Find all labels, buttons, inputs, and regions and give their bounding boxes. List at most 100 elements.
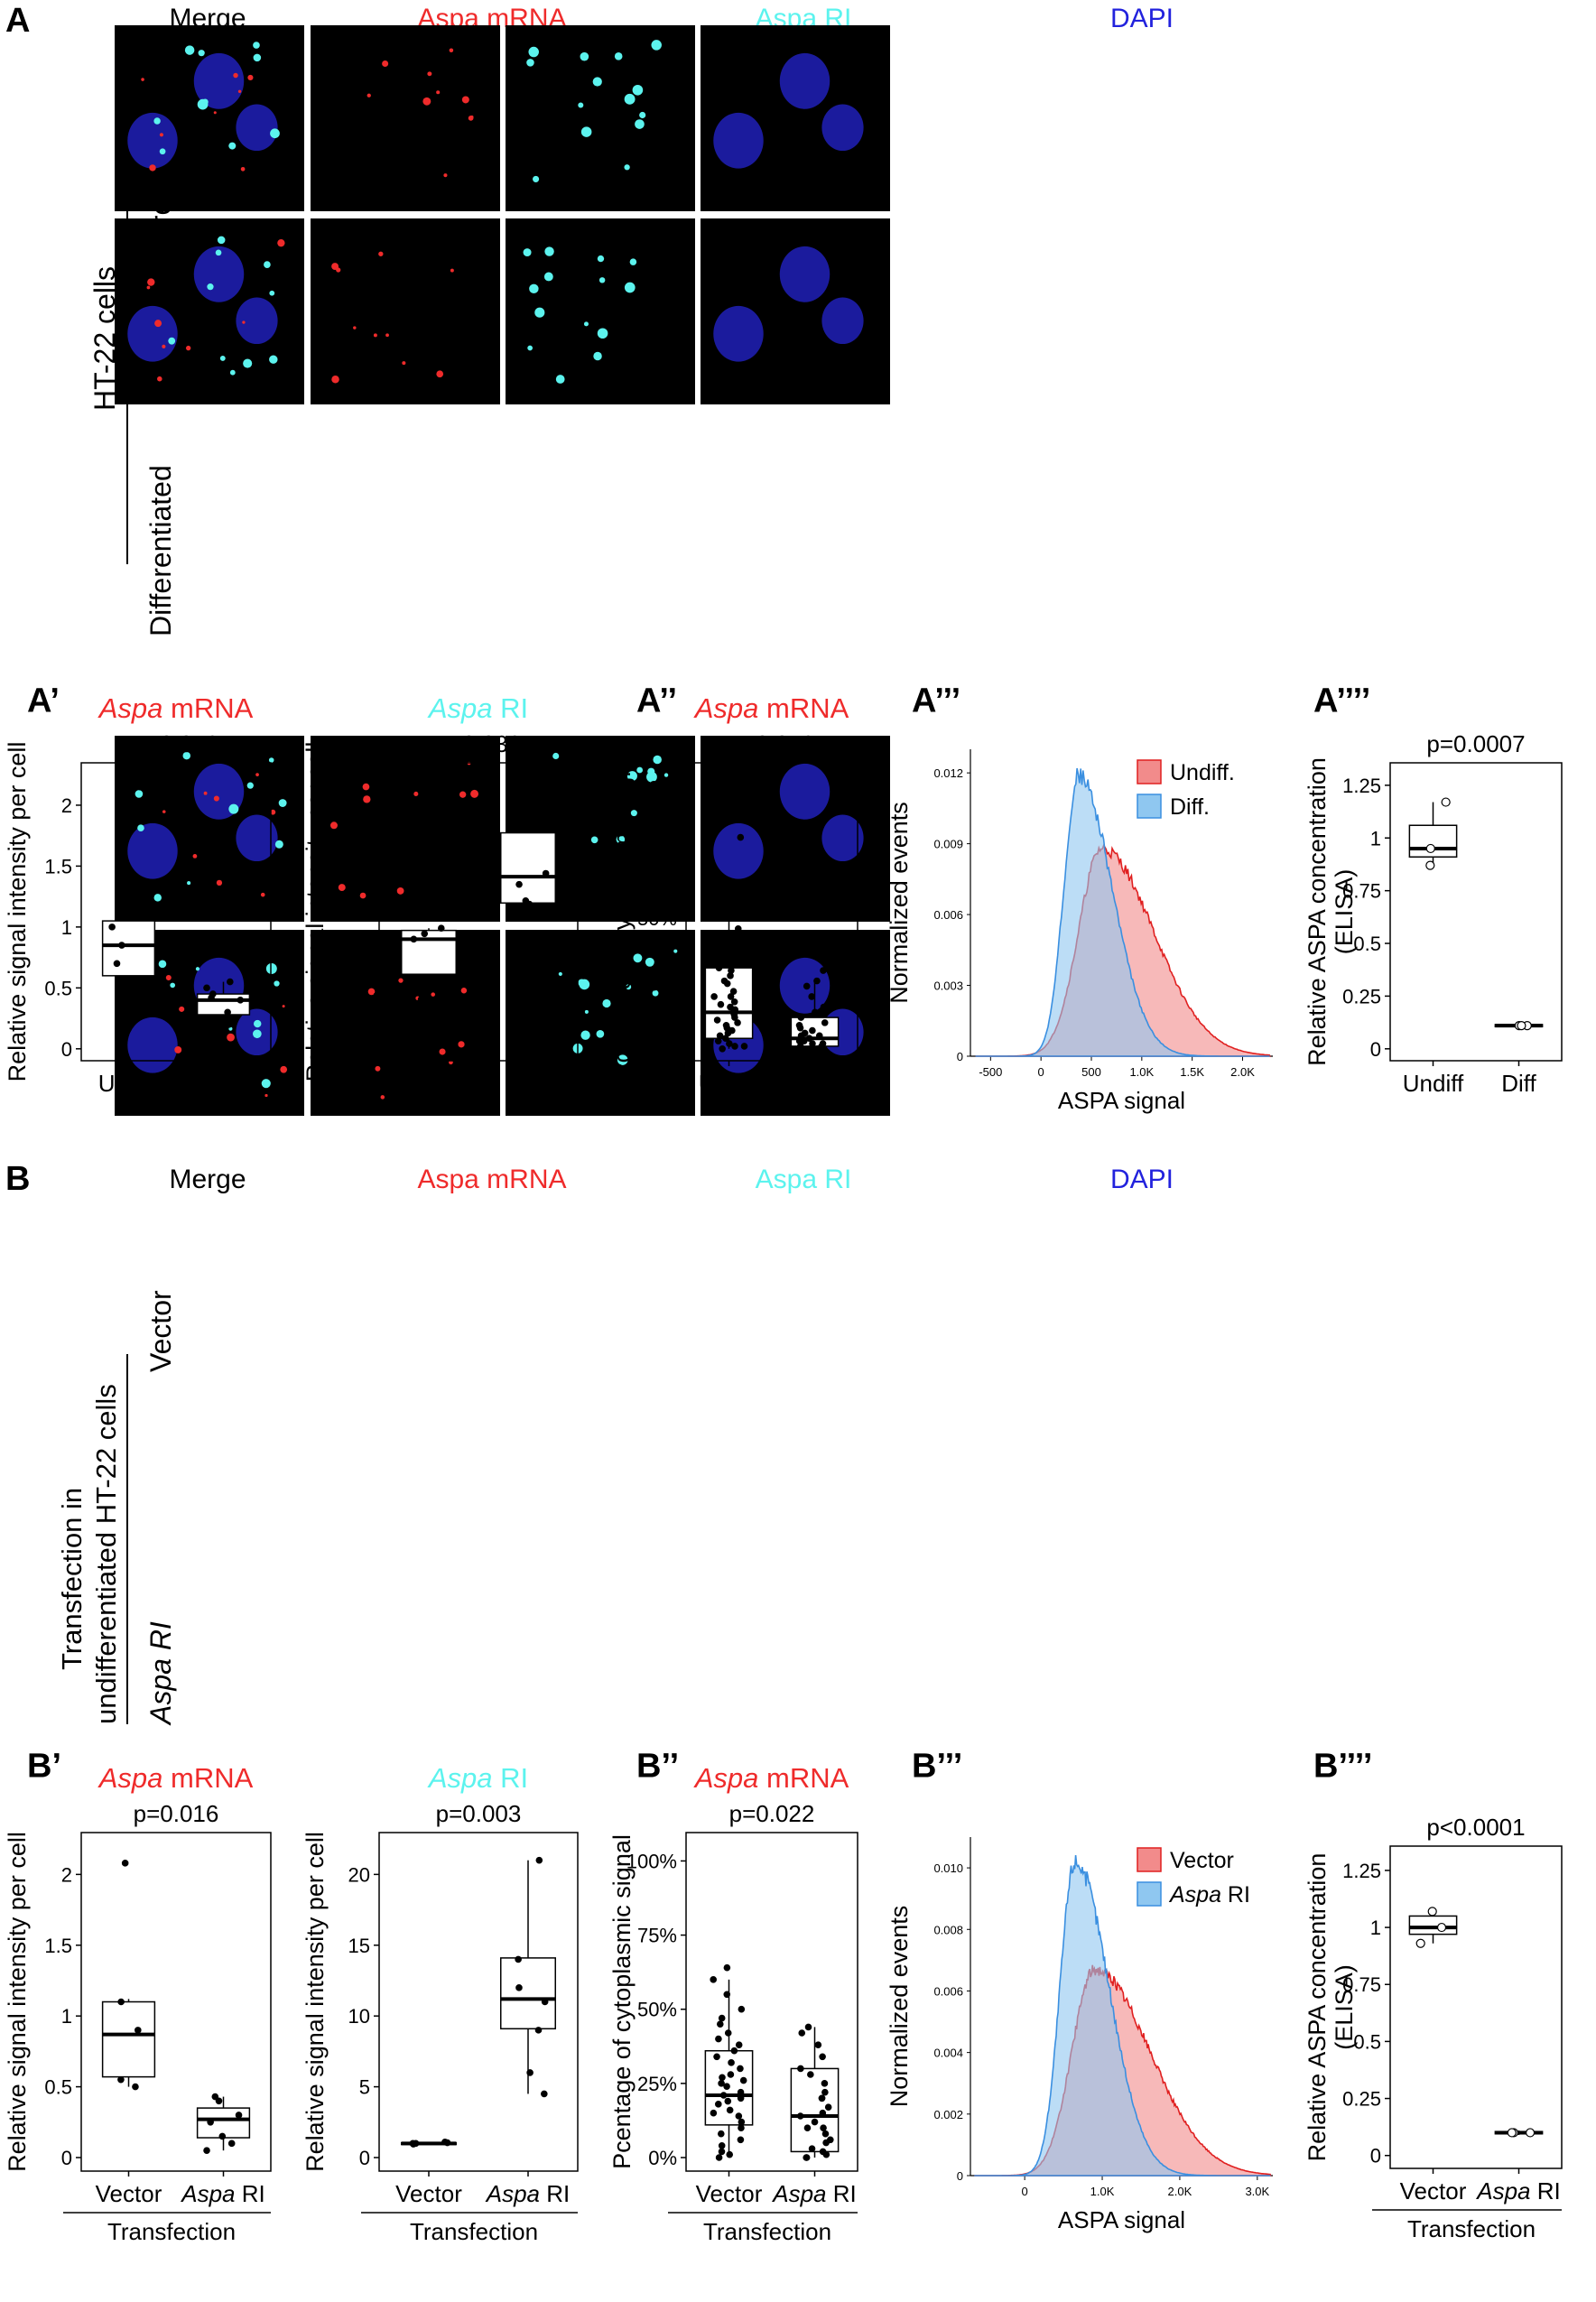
signal-dot xyxy=(243,358,253,368)
signal-dot xyxy=(431,992,436,997)
box-body xyxy=(1408,1915,1458,1935)
signal-dot xyxy=(590,836,598,844)
signal-dot xyxy=(153,117,161,125)
y-tick-label: 0 xyxy=(957,1050,963,1063)
signal-dot xyxy=(578,102,584,108)
chart-title: Aspa RI xyxy=(427,1762,528,1794)
data-point xyxy=(135,2027,142,2034)
legend-swatch xyxy=(1137,1881,1162,1907)
data-point xyxy=(541,1998,549,2006)
chart-a4: A’’’ Normalized events ASPA signal 0 0.003 0.… xyxy=(886,682,1273,1114)
plot-frame xyxy=(80,762,272,1062)
data-point xyxy=(813,977,821,985)
signal-dot xyxy=(663,773,669,777)
data-point xyxy=(715,2154,723,2161)
signal-dot xyxy=(270,809,276,815)
data-point xyxy=(797,1014,805,1021)
signal-dot xyxy=(198,50,205,57)
signal-dot xyxy=(179,1006,185,1012)
signal-dot xyxy=(141,78,144,81)
y-tick-label: 20 xyxy=(348,1863,370,1886)
plot-frame xyxy=(685,1832,858,2172)
y-tick-label: 0.5 xyxy=(1353,933,1381,955)
y-tick-label: 0.004 xyxy=(933,2047,963,2060)
nucleus-shape xyxy=(821,297,864,345)
data-point xyxy=(738,914,746,923)
signal-dot xyxy=(427,71,432,77)
signal-dot xyxy=(596,1029,605,1038)
signal-dot xyxy=(529,283,539,294)
signal-dot xyxy=(458,1041,465,1048)
nucleus-shape xyxy=(713,822,764,879)
legend-label: Diff. xyxy=(1170,794,1210,820)
signal-dot xyxy=(170,982,176,989)
signal-dot xyxy=(264,261,271,268)
data-point xyxy=(819,2109,827,2117)
signal-dot xyxy=(168,337,176,345)
data-point xyxy=(822,2150,830,2158)
signal-dot xyxy=(385,333,389,338)
signal-dot xyxy=(137,824,144,832)
signal-dot xyxy=(359,892,367,899)
plot-frame xyxy=(80,1832,272,2172)
data-point xyxy=(417,996,425,1003)
plot-frame xyxy=(378,1832,579,2172)
y-tick-label: 0.008 xyxy=(933,1923,963,1936)
chart-letter: A’’ xyxy=(636,682,677,719)
x-tick-label: Vector xyxy=(1400,2177,1467,2205)
data-point xyxy=(818,876,826,883)
signal-dot xyxy=(597,255,605,263)
signal-dot xyxy=(277,239,285,247)
data-point xyxy=(807,1044,814,1053)
x-tick-label: Diff xyxy=(511,1070,546,1097)
data-point xyxy=(805,1035,813,1043)
data-point xyxy=(723,2083,730,2090)
chart-title: Aspa mRNA xyxy=(693,692,849,724)
signal-dot xyxy=(436,370,444,378)
signal-dot xyxy=(533,175,540,183)
signal-dot xyxy=(157,376,162,382)
signal-dot xyxy=(367,93,371,97)
data-point xyxy=(724,2097,732,2105)
data-point xyxy=(738,2005,746,2013)
data-point xyxy=(515,1984,523,1991)
data-point xyxy=(821,1019,829,1026)
data-point xyxy=(118,990,126,998)
signal-dot xyxy=(174,1046,182,1054)
signal-dot xyxy=(229,369,236,376)
data-point xyxy=(419,837,426,844)
signal-dot xyxy=(268,757,274,763)
data-point xyxy=(729,988,738,995)
signal-dot xyxy=(260,892,265,897)
nucleus-shape xyxy=(779,763,830,820)
data-point xyxy=(735,2112,743,2120)
data-point xyxy=(822,2139,830,2147)
nucleus-shape xyxy=(821,104,864,152)
data-point xyxy=(820,2124,827,2131)
x-group-label: Transfection xyxy=(1407,2215,1536,2242)
signal-dot xyxy=(233,72,238,79)
signal-dot xyxy=(367,988,376,996)
y-tick-label: 0.5 xyxy=(44,2076,72,2099)
data-point xyxy=(719,2092,728,2099)
signal-dot xyxy=(215,249,222,256)
y-tick-label: 15 xyxy=(348,1935,370,1957)
signal-dot xyxy=(274,840,283,849)
data-point xyxy=(1436,1922,1447,1933)
signal-dot xyxy=(624,164,630,171)
data-point xyxy=(724,2029,732,2037)
signal-dot xyxy=(149,164,156,172)
signal-dot xyxy=(261,1079,271,1089)
channel-header-mrna-b: Aspa mRNA xyxy=(417,1165,567,1194)
x-tick-label: Undiff xyxy=(398,1070,459,1097)
data-point xyxy=(715,964,723,971)
chart-b4: B’’’ Normalized events ASPA signal 0 0.002 0.… xyxy=(886,1747,1273,2233)
signal-dot xyxy=(135,790,144,798)
signal-dot xyxy=(592,77,602,87)
signal-dot xyxy=(240,166,246,172)
y-axis-label: Pcentage of cytoplasmic signal xyxy=(608,745,636,1080)
data-point xyxy=(438,924,445,933)
data-point xyxy=(718,2130,725,2138)
y-tick-label: 1.25 xyxy=(1342,775,1381,797)
data-point xyxy=(737,2136,745,2144)
